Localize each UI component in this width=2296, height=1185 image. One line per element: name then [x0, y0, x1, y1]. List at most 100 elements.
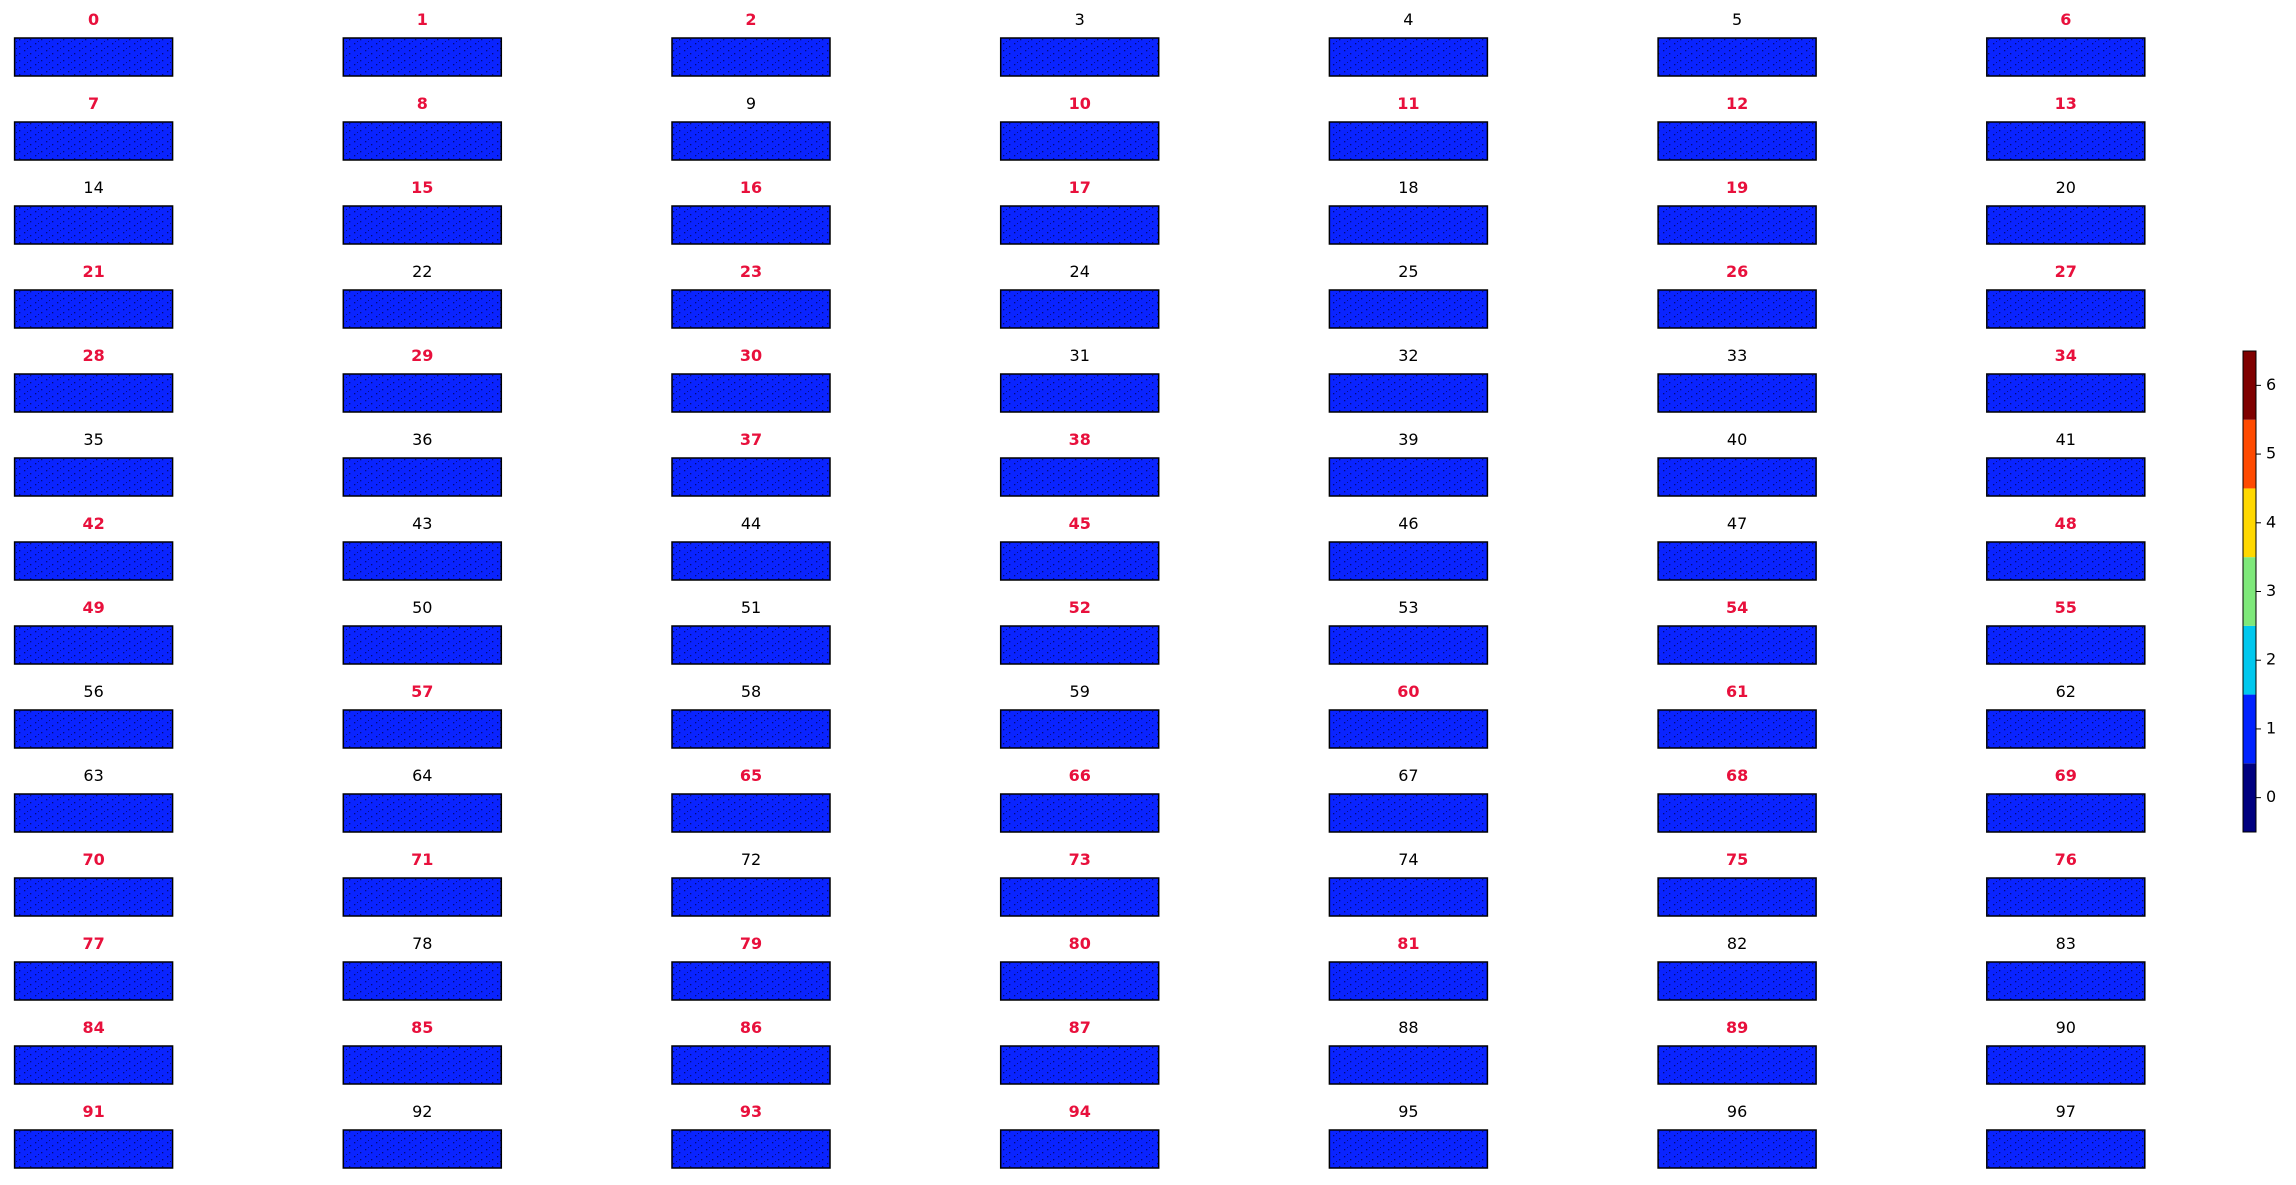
panel-frame [342, 289, 503, 329]
panel-frame [671, 877, 831, 917]
panel-frame [1328, 709, 1489, 749]
panel-frame [13, 541, 174, 581]
panel-frame [1328, 289, 1489, 329]
panel-frame [999, 877, 1160, 917]
panel-texture [343, 962, 502, 1000]
panel-texture [343, 626, 502, 664]
panel-texture [672, 962, 830, 1000]
panel-title: 1 [417, 10, 428, 29]
panel-texture [1658, 626, 1817, 664]
panel-title: 94 [1069, 1102, 1091, 1121]
panel-title: 74 [1398, 850, 1418, 869]
panel-frame [999, 793, 1160, 833]
panel-frame [1657, 289, 1817, 329]
panel-frame [1986, 121, 2146, 161]
panel-title: 55 [2055, 598, 2077, 617]
panel-texture [1329, 122, 1488, 160]
panel-frame [342, 793, 503, 833]
panel-title: 35 [83, 430, 103, 449]
panel-texture [343, 290, 502, 328]
panel-frame [999, 457, 1160, 497]
panel-title: 65 [740, 766, 762, 785]
panel-texture [672, 1130, 830, 1168]
panel-texture [14, 290, 173, 328]
panel-texture [14, 710, 173, 748]
panel-frame [13, 1045, 174, 1085]
panel-frame [13, 205, 174, 245]
panel-frame [1328, 625, 1489, 665]
panel-title: 15 [411, 178, 433, 197]
panel-texture [1658, 878, 1817, 916]
panel-frame [671, 289, 831, 329]
panel-frame [13, 121, 174, 161]
panel-texture [1000, 626, 1159, 664]
panel-texture [1658, 1046, 1817, 1084]
panel-frame [1328, 373, 1489, 413]
panel-frame [342, 457, 503, 497]
panel-frame [342, 37, 503, 77]
panel-title: 33 [1727, 346, 1747, 365]
panel-title: 93 [740, 1102, 762, 1121]
panel-title: 17 [1069, 178, 1091, 197]
panel-frame [999, 1045, 1160, 1085]
panel-title: 89 [1726, 1018, 1748, 1037]
panel-title: 27 [2055, 262, 2077, 281]
panel-texture [1986, 374, 2145, 412]
panel-title: 2 [745, 10, 756, 29]
panel-frame [1328, 541, 1489, 581]
panel-frame [13, 1129, 174, 1169]
panel-texture [1000, 206, 1159, 244]
panel-texture [1329, 794, 1488, 832]
panel-texture [1329, 1130, 1488, 1168]
panel-frame [671, 121, 831, 161]
panel-title: 58 [741, 682, 761, 701]
panel-texture [1986, 1046, 2145, 1084]
panel-frame [1657, 877, 1817, 917]
panel-title: 10 [1069, 94, 1091, 113]
panel-texture [1658, 542, 1817, 580]
panel-texture [343, 374, 502, 412]
panel-frame [999, 625, 1160, 665]
panel-frame [342, 1129, 503, 1169]
panel-frame [1657, 121, 1817, 161]
panel-title: 19 [1726, 178, 1748, 197]
panel-frame [1328, 37, 1489, 77]
panel-texture [1000, 374, 1159, 412]
panel-title: 37 [740, 430, 762, 449]
panel-texture [672, 38, 830, 76]
panel-title: 54 [1726, 598, 1748, 617]
panel-frame [999, 709, 1160, 749]
panel-title: 59 [1070, 682, 1090, 701]
panel-frame [999, 37, 1160, 77]
panel-title: 9 [746, 94, 756, 113]
panel-texture [343, 1046, 502, 1084]
panel-title: 60 [1397, 682, 1419, 701]
panel-title: 38 [1069, 430, 1091, 449]
colorbar-segment [2243, 763, 2256, 832]
panel-texture [1986, 710, 2145, 748]
panel-frame [1986, 205, 2146, 245]
panel-texture [1986, 122, 2145, 160]
panel-frame [1328, 793, 1489, 833]
panel-frame [999, 289, 1160, 329]
panel-title: 13 [2055, 94, 2077, 113]
panel-texture [672, 794, 830, 832]
panel-frame [1328, 877, 1489, 917]
panel-frame [1986, 373, 2146, 413]
panel-title: 0 [88, 10, 99, 29]
panel-frame [13, 877, 174, 917]
panel-texture [1000, 542, 1159, 580]
panel-frame [671, 709, 831, 749]
panel-texture [343, 542, 502, 580]
panel-texture [1658, 206, 1817, 244]
panel-texture [1986, 542, 2145, 580]
panel-texture [1658, 38, 1817, 76]
panel-texture [343, 794, 502, 832]
panel-texture [672, 374, 830, 412]
panel-texture [672, 458, 830, 496]
panel-title: 43 [412, 514, 432, 533]
panel-title: 26 [1726, 262, 1748, 281]
panel-title: 90 [2056, 1018, 2076, 1037]
panel-title: 86 [740, 1018, 762, 1037]
